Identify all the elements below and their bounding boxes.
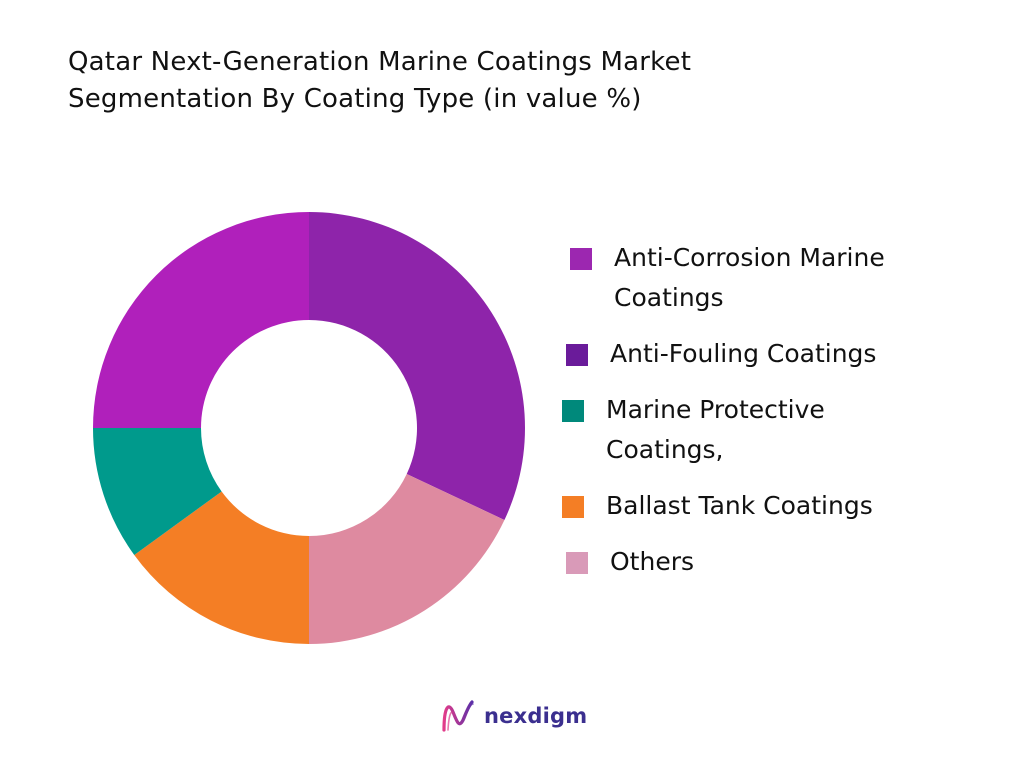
legend-label-others: Others (610, 547, 695, 576)
donut-slice-anti-fouling-coatings (93, 212, 309, 428)
nexdigm-logo-icon (442, 700, 474, 732)
legend-swatch-others (566, 552, 588, 574)
legend-swatch-anti-corrosion (570, 248, 592, 270)
legend-swatch-marine-protective (562, 400, 584, 422)
legend-item-anti-fouling: Anti-Fouling Coatings (566, 334, 1010, 374)
brand-name: nexdigm (484, 704, 588, 728)
legend-swatch-ballast-tank (562, 496, 584, 518)
legend-swatch-anti-fouling (566, 344, 588, 366)
chart-title-line-2: Segmentation By Coating Type (in value %… (68, 84, 642, 114)
legend-item-others: Others (566, 542, 1010, 582)
donut-slice-others (309, 473, 505, 644)
donut-slice-ballast-tank-coatings (134, 491, 309, 644)
legend-item-marine-protective: Marine Protective Coatings, (562, 390, 1010, 470)
legend-item-ballast-tank: Ballast Tank Coatings (562, 486, 1010, 526)
legend-label-marine-protective: Marine Protective Coatings, (606, 395, 825, 464)
donut-slice-anti-corrosion-marine-coatings (309, 212, 525, 520)
brand-logo: nexdigm (440, 694, 587, 738)
legend-label-ballast-tank: Ballast Tank Coatings (606, 491, 873, 520)
legend-label-anti-fouling: Anti-Fouling Coatings (610, 339, 877, 368)
donut-slice-marine-protective-coatings (93, 428, 222, 555)
legend-item-anti-corrosion: Anti-Corrosion Marine Coatings (570, 238, 1010, 318)
chart-title-line-1: Qatar Next-Generation Marine Coatings Ma… (68, 47, 692, 77)
chart-title: Qatar Next-Generation Marine Coatings Ma… (68, 44, 968, 118)
legend-label-anti-corrosion: Anti-Corrosion Marine Coatings (614, 243, 885, 312)
chart-legend: Anti-Corrosion Marine Coatings Anti-Foul… (562, 238, 1010, 598)
